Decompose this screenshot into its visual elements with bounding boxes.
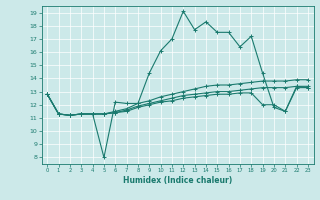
X-axis label: Humidex (Indice chaleur): Humidex (Indice chaleur) xyxy=(123,176,232,185)
